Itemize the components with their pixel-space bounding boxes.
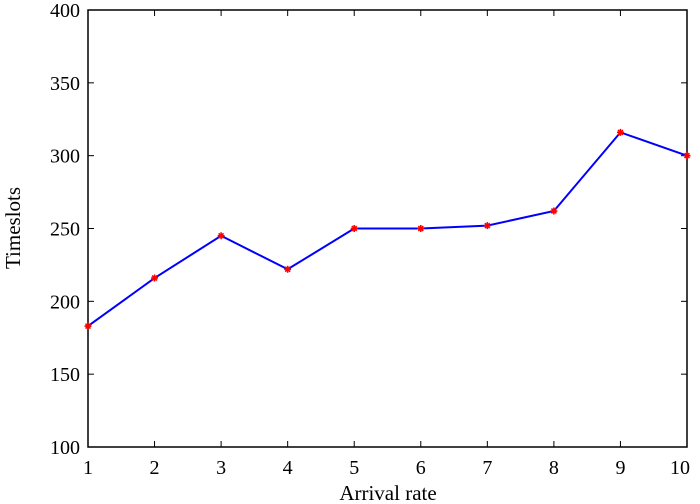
data-point — [683, 152, 691, 160]
x-tick-label: 7 — [482, 457, 492, 479]
y-tick-label: 200 — [50, 291, 80, 313]
data-point — [550, 207, 558, 215]
x-tick-label: 1 — [83, 457, 93, 479]
y-tick-label: 300 — [50, 146, 80, 168]
x-axis: 1 2 3 4 5 6 7 8 9 10 — [83, 10, 690, 479]
x-tick-label: 4 — [283, 457, 293, 479]
y-axis-label: Timeslots — [1, 187, 25, 269]
data-point — [350, 225, 358, 232]
x-tick-label: 6 — [416, 457, 426, 479]
x-tick-label: 8 — [549, 457, 559, 479]
series-line — [87, 131, 688, 327]
x-tick-label: 10 — [670, 457, 690, 479]
y-tick-label: 150 — [50, 364, 80, 386]
data-point — [151, 274, 159, 282]
data-point — [284, 265, 292, 273]
y-tick-label: 350 — [50, 73, 80, 95]
data-point — [84, 322, 92, 330]
x-tick-label: 3 — [216, 457, 226, 479]
data-point — [417, 225, 425, 232]
x-tick-label: 9 — [615, 457, 625, 479]
y-tick-label: 250 — [50, 219, 80, 241]
data-markers — [84, 128, 691, 330]
y-axis: 100 150 200 250 300 350 400 — [50, 0, 687, 459]
data-point — [483, 222, 491, 230]
data-point — [217, 232, 225, 240]
x-tick-label: 5 — [349, 457, 359, 479]
x-axis-label: Arrival rate — [339, 481, 436, 504]
data-point — [616, 128, 624, 136]
y-tick-label: 100 — [50, 437, 80, 459]
y-tick-label: 400 — [50, 0, 80, 22]
x-tick-label: 2 — [150, 457, 160, 479]
